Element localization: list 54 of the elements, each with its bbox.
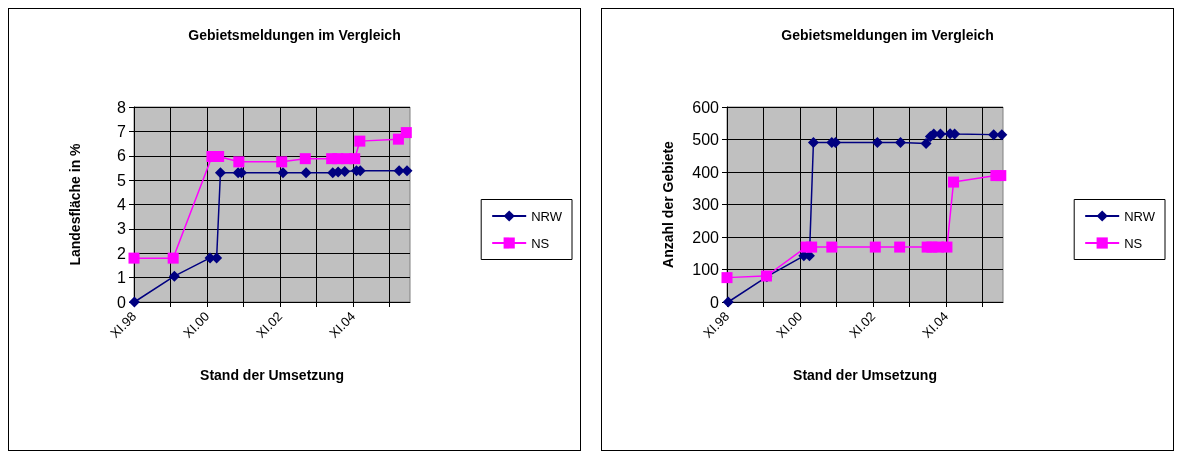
point xyxy=(167,252,179,264)
y-tick-label: 300 xyxy=(692,196,720,213)
chart-title: Gebietsmeldungen im Vergleich xyxy=(781,27,994,43)
point xyxy=(392,133,404,145)
y-tick-label: 200 xyxy=(692,228,720,246)
x-axis-title: Stand der Umsetzung xyxy=(200,367,344,383)
point xyxy=(277,167,289,179)
point xyxy=(214,167,226,179)
y-tick-label: 0 xyxy=(117,293,127,311)
point xyxy=(721,272,733,284)
y-tick-label: 4 xyxy=(117,196,127,213)
chart-title: Gebietsmeldungen im Vergleich xyxy=(188,27,401,43)
y-tick-label: 7 xyxy=(117,122,127,140)
point xyxy=(807,136,819,148)
point xyxy=(276,156,288,168)
y-tick-label: 6 xyxy=(117,147,127,165)
point xyxy=(871,136,883,148)
legend-label: NRW xyxy=(531,208,563,224)
point xyxy=(920,137,932,149)
point xyxy=(128,252,140,264)
y-tick-label: 600 xyxy=(692,98,720,116)
y-tick-label: 3 xyxy=(117,220,127,238)
point xyxy=(354,135,366,147)
point xyxy=(299,153,311,165)
x-axis-title: Stand der Umsetzung xyxy=(793,367,937,383)
y-axis-title: Anzahl der Gebiete xyxy=(660,140,676,268)
y-tick-label: 1 xyxy=(117,269,127,287)
point xyxy=(806,241,818,253)
point xyxy=(948,176,960,188)
point xyxy=(400,127,412,139)
y-tick-label: 0 xyxy=(710,293,720,311)
point xyxy=(128,296,140,308)
point xyxy=(826,241,838,253)
y-tick-label: 500 xyxy=(692,131,720,148)
y-tick-label: 8 xyxy=(117,98,127,116)
y-tick-label: 5 xyxy=(117,171,127,189)
point xyxy=(233,156,245,168)
point xyxy=(722,296,734,308)
point xyxy=(869,241,881,253)
point xyxy=(349,153,361,165)
legend-label: NS xyxy=(531,235,550,251)
point xyxy=(894,241,906,253)
point xyxy=(300,167,312,179)
point xyxy=(996,129,1008,141)
point xyxy=(168,270,180,282)
point xyxy=(995,170,1007,182)
y-tick-label: 100 xyxy=(692,261,720,278)
legend-label: NS xyxy=(1124,235,1143,251)
y-tick-label: 400 xyxy=(692,163,720,181)
legend-label: NRW xyxy=(1124,208,1156,224)
point xyxy=(941,241,953,253)
y-tick-label: 2 xyxy=(117,244,127,262)
y-axis-title: Landesfläche in % xyxy=(67,142,83,266)
point xyxy=(894,136,906,148)
